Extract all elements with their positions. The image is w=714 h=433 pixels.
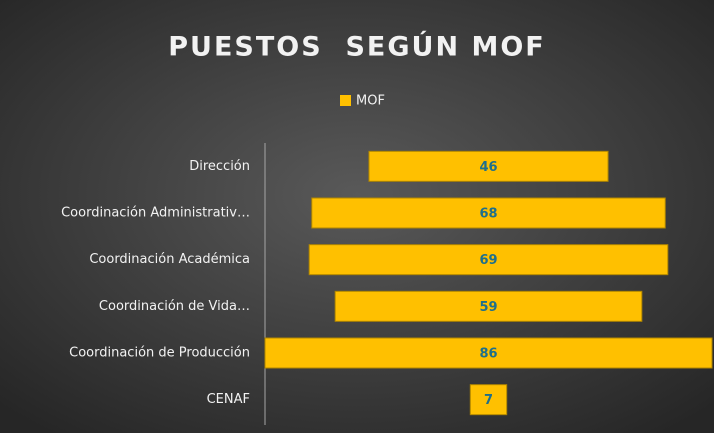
data-label: 46 <box>479 160 497 175</box>
category-label: Coordinación Administrativ… <box>61 206 250 221</box>
category-label: Coordinación de Producción <box>69 346 250 361</box>
chart-title: PUESTOS SEGÚN MOF <box>168 31 545 63</box>
data-label: 69 <box>479 253 497 268</box>
category-label: Coordinación Académica <box>89 252 250 267</box>
bar <box>264 337 713 369</box>
legend-label: MOF <box>356 94 385 109</box>
bar <box>308 244 669 276</box>
data-label: 59 <box>479 300 497 315</box>
data-label: 68 <box>479 207 497 222</box>
bar <box>311 197 666 229</box>
bar <box>334 290 643 322</box>
category-label: Coordinación de Vida… <box>99 299 250 314</box>
category-label: Dirección <box>189 159 250 174</box>
bar <box>368 150 609 182</box>
bar <box>469 384 508 416</box>
category-label: CENAF <box>207 392 250 407</box>
data-label: 86 <box>479 347 497 362</box>
data-label: 7 <box>484 393 493 408</box>
legend-swatch <box>340 95 351 106</box>
